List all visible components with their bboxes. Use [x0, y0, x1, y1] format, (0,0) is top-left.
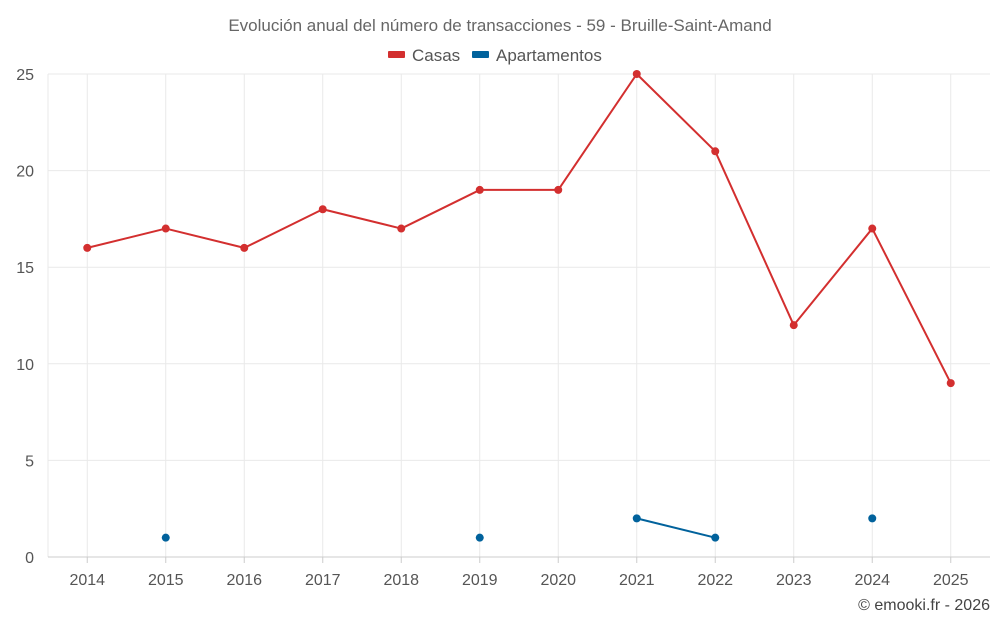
data-point-apartamentos[interactable] [161, 533, 170, 542]
legend-item-apartamentos[interactable]: Apartamentos [472, 46, 602, 65]
y-tick-label: 5 [25, 453, 34, 470]
y-tick-label: 20 [16, 164, 34, 181]
data-point-apartamentos[interactable] [475, 533, 484, 542]
legend-swatch-casas [388, 51, 405, 58]
data-point-casas[interactable] [318, 205, 327, 214]
series-apartamentos [161, 514, 877, 542]
x-tick-label: 2014 [69, 572, 105, 589]
y-tick-label: 25 [16, 67, 34, 84]
data-point-casas[interactable] [240, 243, 249, 252]
x-tick-label: 2015 [148, 572, 184, 589]
y-tick-label: 10 [16, 357, 34, 374]
data-point-casas[interactable] [789, 321, 798, 330]
x-tick-label: 2018 [383, 572, 419, 589]
chart-title: Evolución anual del número de transaccio… [228, 16, 771, 35]
legend-label-apartamentos: Apartamentos [496, 46, 602, 65]
legend-item-casas[interactable]: Casas [388, 46, 460, 65]
data-point-apartamentos[interactable] [711, 533, 720, 542]
x-tick-label: 2016 [226, 572, 262, 589]
data-point-casas[interactable] [632, 70, 641, 78]
data-point-casas[interactable] [554, 185, 563, 194]
x-tick-label: 2025 [933, 572, 969, 589]
credit-text: © emooki.fr - 2026 [858, 597, 990, 614]
data-point-apartamentos[interactable] [632, 514, 641, 523]
x-tick-label: 2024 [854, 572, 890, 589]
data-point-casas[interactable] [83, 243, 92, 252]
series-line-casas [87, 73, 952, 384]
x-tick-label: 2017 [305, 572, 341, 589]
data-point-apartamentos[interactable] [868, 514, 877, 523]
x-tick-label: 2022 [697, 572, 733, 589]
series-casas [83, 70, 955, 388]
y-tick-label: 15 [16, 260, 34, 277]
x-tick-label: 2021 [619, 572, 655, 589]
legend-swatch-apartamentos [472, 51, 489, 58]
data-point-casas[interactable] [868, 224, 877, 233]
legend-label-casas: Casas [412, 46, 460, 65]
gridlines [47, 73, 990, 557]
x-tick-label: 2019 [462, 572, 498, 589]
x-tick-label: 2020 [540, 572, 576, 589]
series-layer [83, 70, 955, 542]
data-point-casas[interactable] [946, 379, 955, 388]
data-point-casas[interactable] [397, 224, 406, 233]
legend: Casas Apartamentos [388, 46, 602, 65]
data-point-casas[interactable] [711, 147, 720, 156]
series-line-apartamentos [636, 517, 716, 539]
data-point-casas[interactable] [475, 185, 484, 194]
data-point-casas[interactable] [161, 224, 170, 233]
x-tick-label: 2023 [776, 572, 812, 589]
y-tick-label: 0 [25, 550, 34, 567]
